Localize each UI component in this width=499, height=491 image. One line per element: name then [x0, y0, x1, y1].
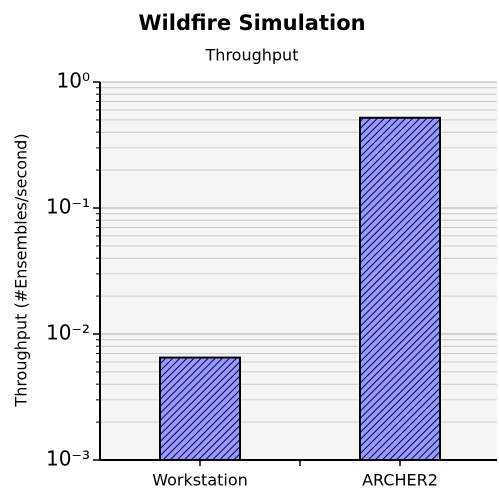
y-tick-label: 10⁰	[57, 69, 90, 93]
bar	[359, 116, 441, 462]
chart-title: Wildfire Simulation	[138, 11, 365, 35]
x-tick-label: Workstation	[152, 471, 248, 488]
chart-subtitle: Throughput	[205, 46, 299, 65]
bar	[159, 356, 241, 461]
y-axis-label: Throughput (#Ensembles/second)	[12, 133, 31, 407]
y-tick-label: 10⁻³	[46, 447, 90, 471]
y-tick-label: 10⁻²	[46, 321, 90, 345]
x-tick-label: ARCHER2	[362, 471, 438, 488]
y-tick-label: 10⁻¹	[46, 195, 90, 219]
